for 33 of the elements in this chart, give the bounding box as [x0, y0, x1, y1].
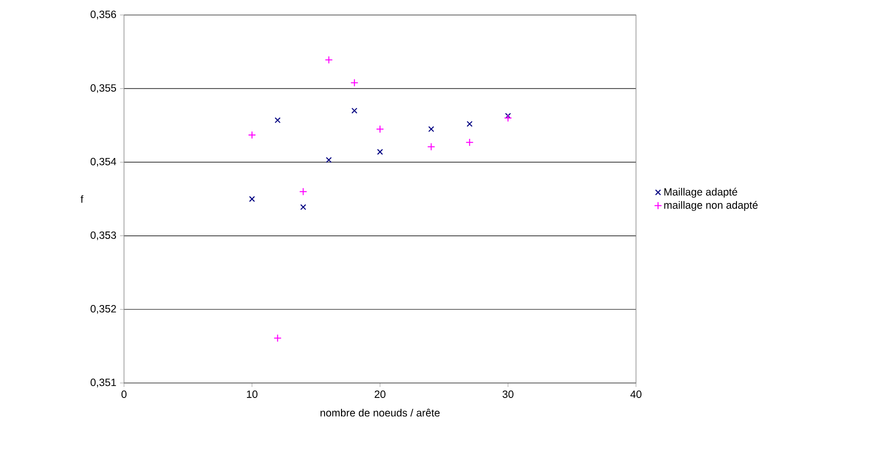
y-axis-title: f [80, 195, 84, 203]
point [299, 188, 308, 196]
point [326, 157, 332, 163]
point [249, 196, 255, 202]
point [504, 114, 512, 122]
point [350, 78, 358, 87]
point [324, 56, 333, 64]
x-tick-label: 10 [246, 390, 258, 398]
point [376, 125, 384, 134]
y-tick-label: 0,353 [90, 231, 116, 240]
legend-label: maillage non adapté [664, 200, 758, 211]
y-tick-label: 0,351 [90, 378, 116, 388]
point [505, 112, 511, 119]
legend-label: Maillage adapté [664, 188, 738, 198]
y-tick-label: 0,356 [90, 10, 116, 20]
y-tick-label: 0,355 [90, 84, 116, 93]
x-tick-label: 40 [630, 390, 642, 398]
y-tick-label: 0,352 [90, 305, 116, 314]
x-tick-label: 20 [374, 390, 386, 398]
point [300, 204, 306, 210]
y-tick-label: 0,354 [90, 158, 116, 167]
point [427, 142, 436, 151]
point [274, 334, 282, 342]
point [428, 126, 434, 132]
point [274, 117, 281, 124]
x-tick-label: 0 [121, 390, 127, 398]
x-axis-title: nombre de noeuds / arête [320, 408, 440, 417]
point [351, 108, 358, 114]
point [466, 120, 473, 127]
point [248, 130, 256, 139]
point [377, 148, 383, 155]
point [466, 138, 474, 146]
x-tick-label: 30 [502, 390, 514, 398]
